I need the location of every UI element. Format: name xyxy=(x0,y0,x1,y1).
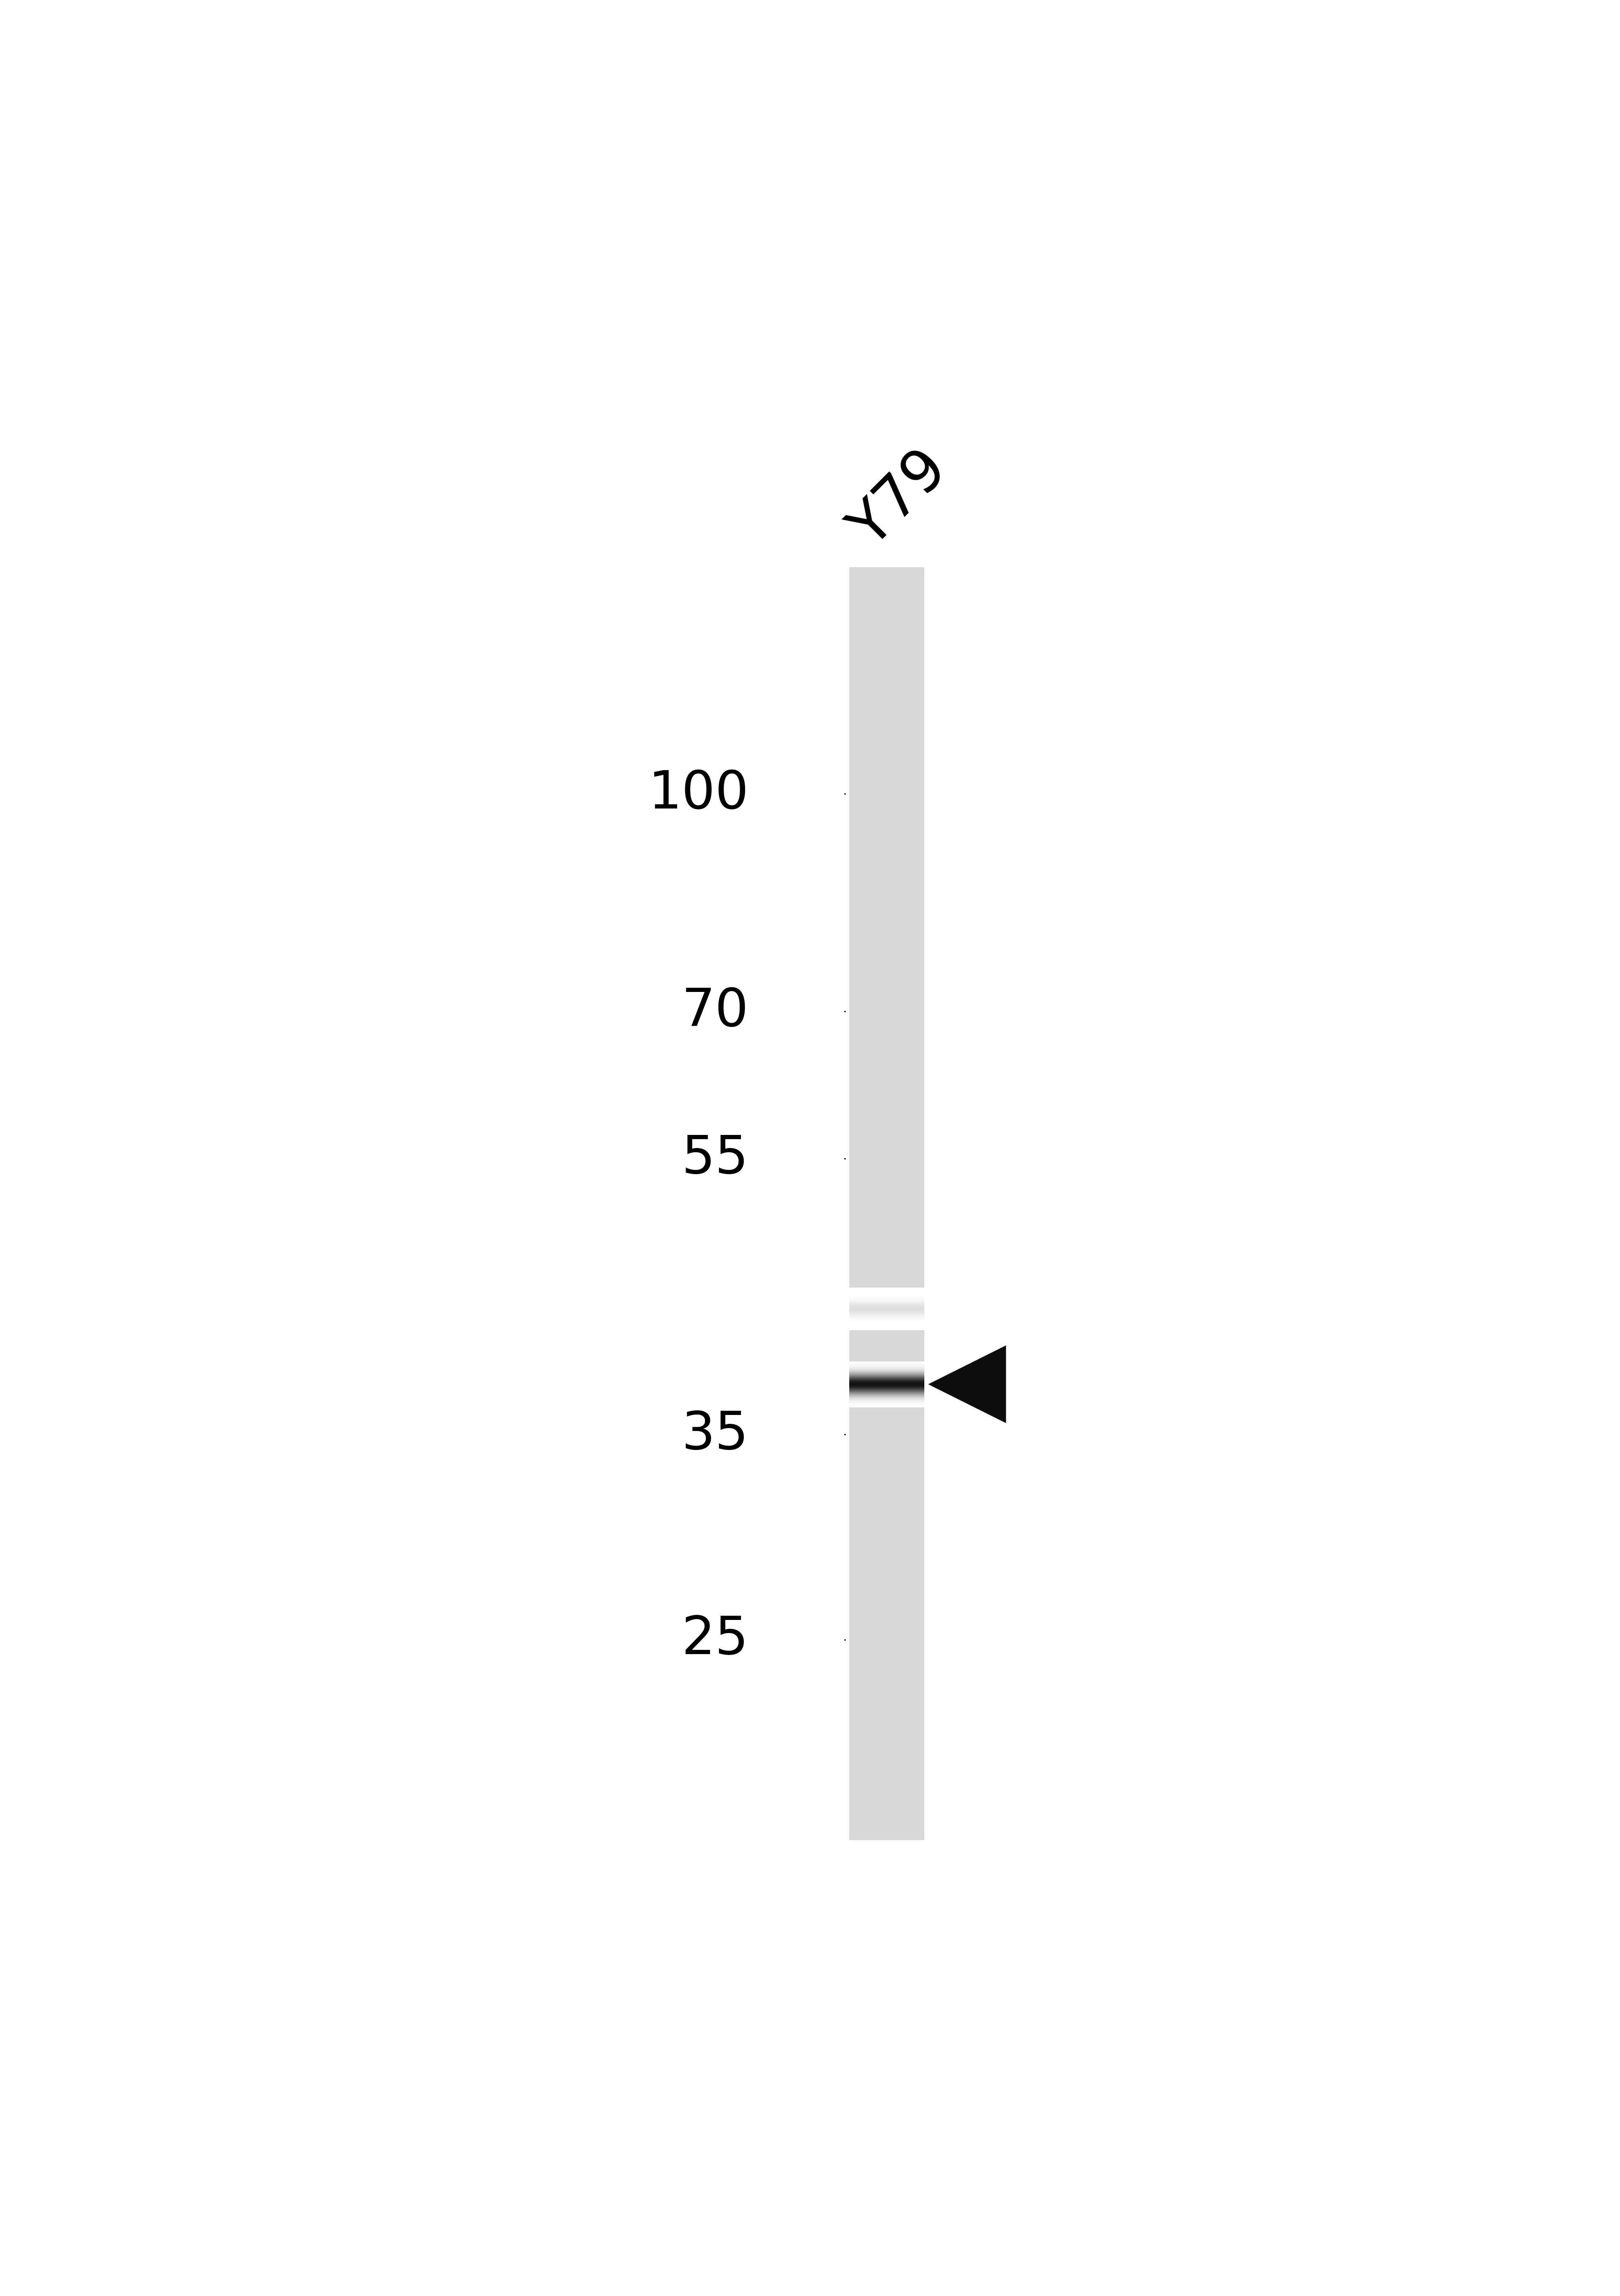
Text: 25: 25 xyxy=(682,1614,748,1665)
Text: 55: 55 xyxy=(682,1134,748,1185)
Bar xyxy=(849,567,925,1839)
Text: 100: 100 xyxy=(648,769,748,820)
Text: Y79: Y79 xyxy=(841,441,959,558)
Text: 35: 35 xyxy=(682,1410,748,1460)
Polygon shape xyxy=(928,1345,1006,1424)
Text: 70: 70 xyxy=(682,985,748,1038)
